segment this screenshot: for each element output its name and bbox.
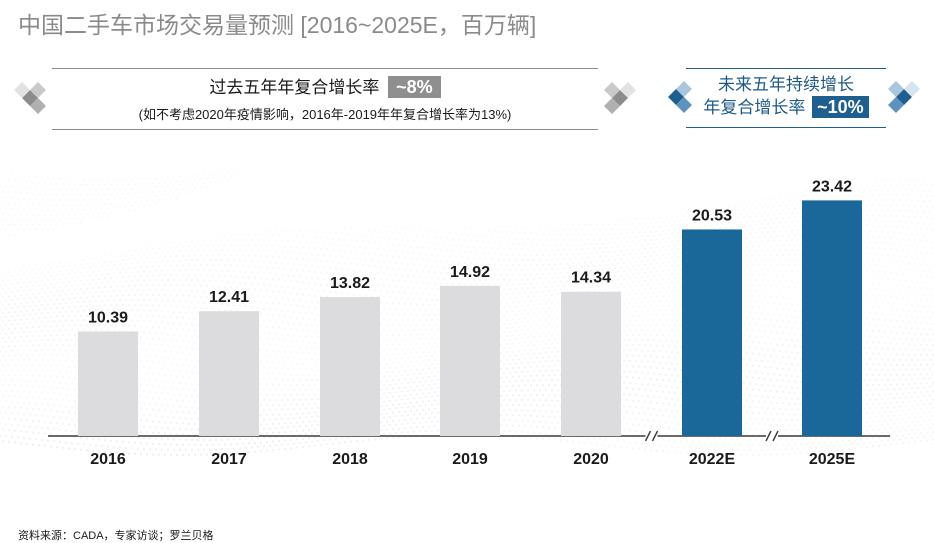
axis-break-2022E [646,431,658,441]
bar-2018 [320,297,380,436]
value-label-2022E: 20.53 [692,207,732,224]
axis-break-2025E [766,431,778,441]
category-label-2016: 2016 [90,451,126,468]
value-label-2020: 14.34 [571,270,611,287]
category-label-2020: 2020 [573,451,609,468]
bar-2025E [802,200,862,436]
value-label-2018: 13.82 [330,275,370,292]
value-label-2017: 12.41 [209,289,249,306]
bar-2019 [440,286,500,436]
category-label-2022E: 2022E [689,451,736,468]
value-label-2025E: 23.42 [812,178,852,195]
value-label-2016: 10.39 [88,309,128,326]
bar-2016 [78,331,138,436]
category-label-2025E: 2025E [809,451,856,468]
bar-2017 [199,311,259,436]
category-label-2017: 2017 [211,451,247,468]
category-label-2019: 2019 [452,451,488,468]
bar-2020 [561,292,621,436]
category-label-2018: 2018 [332,451,368,468]
value-label-2019: 14.92 [450,264,490,281]
bar-2022E [682,229,742,436]
